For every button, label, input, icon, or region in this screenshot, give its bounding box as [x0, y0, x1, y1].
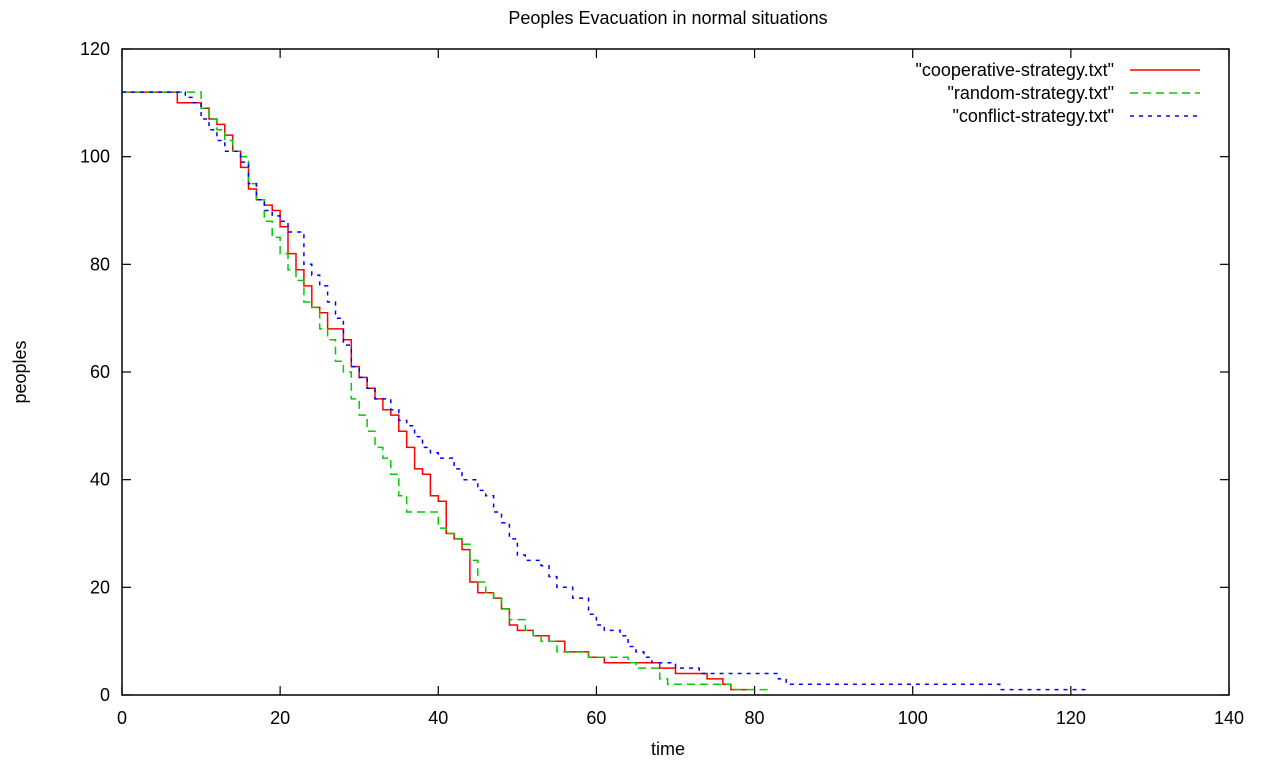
y-tick-label: 20	[90, 577, 110, 597]
series-line-2	[122, 91, 771, 691]
x-tick-label: 0	[117, 708, 127, 728]
series-line-3	[122, 91, 1087, 691]
legend-label: "random-strategy.txt"	[948, 83, 1115, 103]
x-tick-label: 80	[745, 708, 765, 728]
y-tick-label: 60	[90, 362, 110, 382]
x-tick-label: 40	[428, 708, 448, 728]
y-tick-label: 80	[90, 254, 110, 274]
axis-ticks: 0 20 40 60 80 100 120 140 0 20 40 60 80 100 120	[80, 39, 1244, 728]
plot-border	[121, 48, 1230, 696]
x-tick-label: 20	[270, 708, 290, 728]
x-tick-label: 60	[586, 708, 606, 728]
x-tick-label: 100	[898, 708, 928, 728]
legend: "cooperative-strategy.txt" "random-strate…	[915, 60, 1200, 126]
y-axis-title: peoples	[10, 340, 30, 403]
legend-label: "cooperative-strategy.txt"	[915, 60, 1114, 80]
x-tick-label: 120	[1056, 708, 1086, 728]
series-line-1	[122, 91, 747, 691]
legend-label: "conflict-strategy.txt"	[953, 106, 1115, 126]
chart-title: Peoples Evacuation in normal situations	[508, 8, 827, 28]
plot-area	[121, 48, 1230, 696]
y-tick-label: 0	[100, 685, 110, 705]
series-lines	[122, 91, 1087, 691]
x-tick-label: 140	[1214, 708, 1244, 728]
x-axis-title: time	[651, 739, 685, 759]
y-tick-label: 120	[80, 39, 110, 59]
y-tick-label: 40	[90, 470, 110, 490]
y-tick-label: 100	[80, 147, 110, 167]
